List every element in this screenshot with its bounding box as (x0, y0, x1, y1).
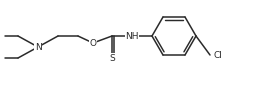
Text: NH: NH (125, 31, 139, 40)
Text: N: N (35, 43, 41, 52)
Text: S: S (109, 54, 115, 63)
Text: Cl: Cl (214, 50, 223, 59)
Text: O: O (89, 39, 97, 48)
